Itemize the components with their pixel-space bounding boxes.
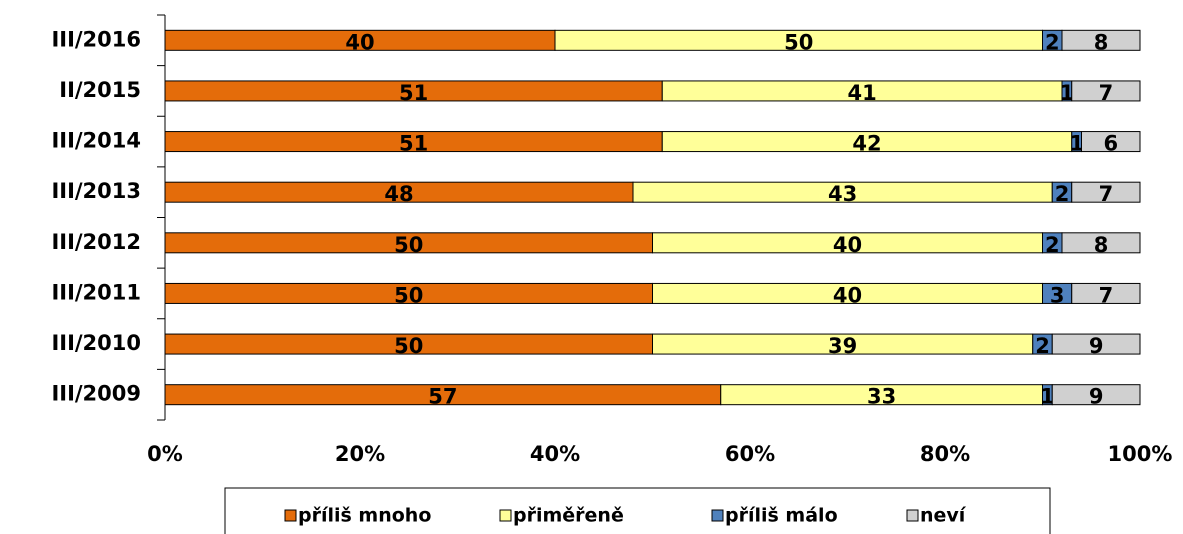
data-label: 7 (1099, 182, 1114, 206)
bar-segment (1081, 131, 1141, 153)
data-label: 51 (399, 132, 428, 156)
y-tick-label: III/2009 (51, 382, 141, 406)
data-label: 2 (1055, 182, 1070, 206)
data-label: 9 (1089, 385, 1104, 409)
data-label: 43 (828, 182, 857, 206)
data-label: 50 (394, 334, 423, 358)
y-tick-label: II/2015 (59, 78, 141, 102)
bar-segment (1061, 232, 1141, 254)
data-label: 40 (833, 283, 862, 307)
data-label: 40 (345, 30, 374, 54)
data-label: 2 (1035, 334, 1050, 358)
y-tick-label: III/2014 (51, 129, 141, 153)
data-label: 41 (848, 81, 877, 105)
x-tick-label: 80% (920, 442, 970, 466)
data-label: 39 (828, 334, 857, 358)
data-label: 51 (399, 81, 428, 105)
x-tick-label: 0% (147, 442, 183, 466)
data-label: 8 (1094, 30, 1109, 54)
y-tick-label: III/2012 (51, 230, 141, 254)
x-tick-label: 60% (725, 442, 775, 466)
data-label: 33 (867, 385, 896, 409)
bar-segment (1071, 80, 1141, 102)
data-label: 1 (1069, 132, 1084, 156)
bar-segment (1061, 29, 1141, 51)
data-label: 6 (1103, 132, 1118, 156)
bar-segment (1071, 282, 1141, 304)
x-tick-label: 40% (530, 442, 580, 466)
bar-segment (1051, 333, 1141, 355)
data-label: 2 (1045, 233, 1060, 257)
data-label: 2 (1045, 30, 1060, 54)
data-label: 7 (1099, 283, 1114, 307)
data-label: 50 (784, 30, 813, 54)
legend-swatch (906, 509, 919, 522)
bar-segment (1051, 384, 1141, 406)
data-label: 1 (1060, 81, 1075, 105)
legend-label: neví (920, 505, 967, 527)
data-label: 48 (384, 182, 413, 206)
data-label: 9 (1089, 334, 1104, 358)
legend-label: přiměřeně (513, 505, 624, 527)
legend-swatch (499, 509, 512, 522)
data-label: 8 (1094, 233, 1109, 257)
legend-swatch (711, 509, 724, 522)
legend-swatch (284, 509, 297, 522)
legend-label: příliš málo (725, 505, 838, 527)
data-label: 50 (394, 233, 423, 257)
data-label: 57 (428, 385, 457, 409)
data-label: 40 (833, 233, 862, 257)
data-label: 1 (1040, 385, 1055, 409)
y-tick-label: III/2010 (51, 331, 141, 355)
bar-segment (1071, 181, 1141, 203)
y-tick-label: III/2011 (51, 280, 141, 304)
data-label: 7 (1099, 81, 1114, 105)
x-tick-label: 100% (1108, 442, 1173, 466)
data-label: 42 (852, 132, 881, 156)
legend-label: příliš mnoho (298, 505, 431, 527)
data-label: 3 (1050, 283, 1065, 307)
data-label: 50 (394, 283, 423, 307)
y-tick-label: III/2016 (51, 27, 141, 51)
y-tick-label: III/2013 (51, 179, 141, 203)
x-tick-label: 20% (335, 442, 385, 466)
